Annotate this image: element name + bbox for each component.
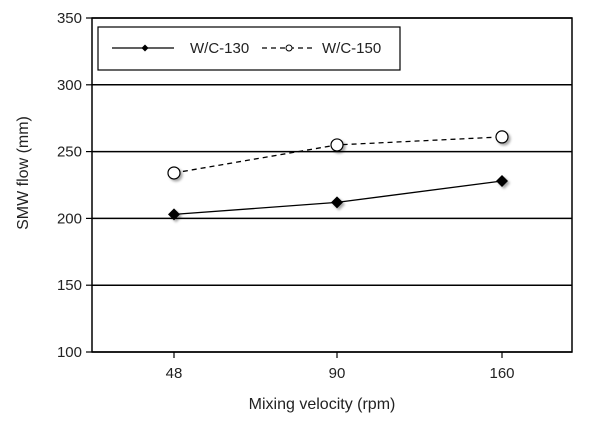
x-tick-label: 160: [489, 365, 514, 382]
legend-item-W/C-130: W/C-130: [112, 40, 249, 57]
series-W/C-130: [168, 174, 508, 221]
data-point: [330, 138, 344, 152]
data-point: [495, 130, 509, 144]
legend-marker: [141, 44, 149, 52]
x-tick-label: 90: [329, 365, 346, 382]
data-point: [167, 166, 181, 180]
y-tick-label: 300: [57, 77, 82, 94]
legend-item-W/C-150: W/C-150: [262, 40, 381, 57]
plot-area: [91, 17, 573, 353]
legend-marker: [285, 44, 293, 52]
data-point: [496, 174, 508, 187]
y-axis-ticks: 100 150 200 250 300 350: [57, 10, 92, 361]
data-point: [331, 196, 343, 209]
x-axis-title: Mixing velocity (rpm): [249, 396, 396, 413]
y-tick-label: 150: [57, 277, 82, 294]
y-tick-label: 200: [57, 210, 82, 227]
legend: W/C-130 W/C-150: [97, 26, 401, 71]
y-tick-label: 100: [57, 344, 82, 361]
y-axis-title: SMW flow (mm): [15, 116, 32, 230]
series-group: [167, 130, 509, 221]
data-point: [168, 208, 180, 221]
legend-label: W/C-130: [190, 40, 249, 57]
x-axis-ticks: 48 90 160: [166, 352, 515, 382]
x-tick-label: 48: [166, 365, 183, 382]
y-tick-label: 250: [57, 144, 82, 161]
series-W/C-150: [167, 130, 509, 180]
legend-label: W/C-150: [322, 40, 381, 57]
y-tick-label: 350: [57, 10, 82, 27]
